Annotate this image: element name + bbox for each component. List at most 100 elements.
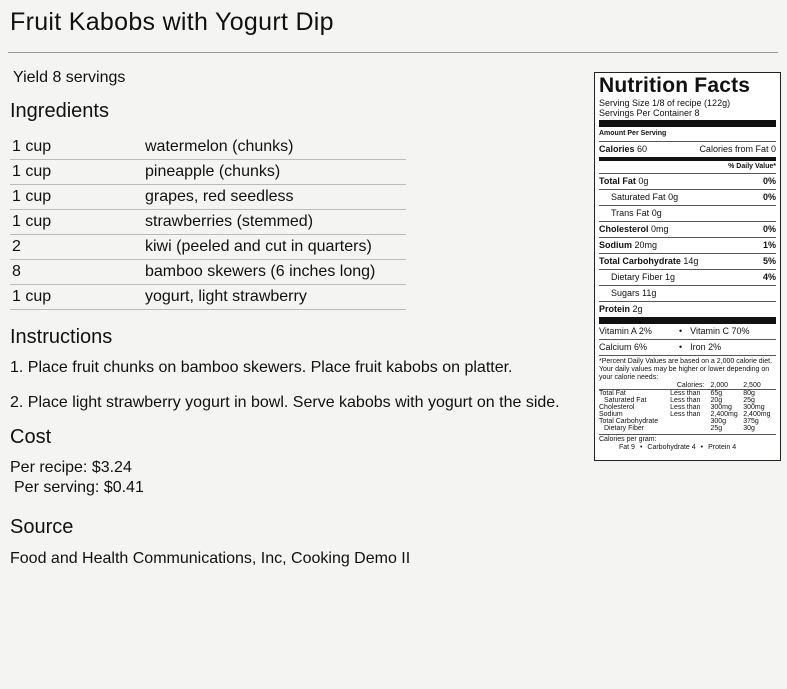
- ingredient-row: 1 cup grapes, red seedless: [10, 184, 406, 210]
- calories-value: 60: [637, 144, 648, 154]
- nutrient-label: Sodium: [599, 240, 632, 250]
- nutrient: Saturated Fat 0g: [611, 192, 678, 203]
- nutrient-dv: 5%: [762, 256, 776, 266]
- calories-per-gram-items: Fat 9Carbohydrate 4Protein 4: [599, 444, 776, 452]
- nutrient: Sugars 11g: [611, 288, 656, 299]
- vitamin-row: Calcium 6% Iron 2%: [599, 339, 776, 355]
- dv-cell: 2,400mg: [743, 411, 771, 418]
- title-rule: [8, 52, 778, 53]
- daily-value-header: % Daily Value*: [599, 157, 776, 173]
- servings-per-container: Servings Per Container 8: [599, 108, 700, 118]
- nutrient-label: Total Fat: [599, 176, 636, 186]
- serving-size: Serving Size 1/8 of recipe (122g): [599, 98, 731, 108]
- nutrient-label: Cholesterol: [599, 224, 649, 234]
- calories-from-fat: Calories from Fat 0: [699, 144, 776, 155]
- dv-cell: Less than: [670, 404, 701, 411]
- ingredient-quantity: 1 cup: [10, 284, 143, 310]
- ingredient-quantity: 2: [10, 234, 143, 260]
- nutrient-amount: 0g: [651, 208, 662, 218]
- vitamin: Vitamin A 2%: [599, 326, 652, 336]
- dv-cell: Cholesterol: [599, 404, 635, 411]
- nutrient: Sodium 20mg: [599, 240, 657, 251]
- calories-per-gram-label: Calories per gram:: [599, 436, 657, 443]
- cost-line: Per recipe: $3.24: [10, 459, 132, 476]
- ingredient-name: kiwi (peeled and cut in quarters): [143, 234, 406, 260]
- nutrient-row: Saturated Fat 0g 0%: [599, 189, 776, 205]
- nutrient: Total Carbohydrate 14g: [599, 256, 698, 267]
- dv-row: Sodium Less than 2,400mg 2,400mg: [599, 411, 776, 418]
- dv-table: Calories: 2,000 2,500 Total Fat Less than 65g…: [599, 382, 776, 432]
- nutrient: Total Fat 0g: [599, 176, 648, 187]
- calories-from-fat-value: 0: [770, 144, 776, 154]
- nutrient-amount: 0g: [668, 192, 679, 202]
- dv-cell: Total Fat: [599, 390, 626, 397]
- cost-line: Per serving: $0.41: [14, 479, 144, 496]
- dv-cell: Less than: [670, 397, 701, 404]
- section-heading: Instructions: [10, 326, 113, 348]
- vitamin: Vitamin C 70%: [679, 326, 749, 337]
- dv-cell: 20g: [710, 397, 723, 404]
- nutrient-label: Sugars: [611, 288, 640, 298]
- dv-cell: Less than: [670, 390, 701, 397]
- nutrient-dv: 0%: [762, 176, 776, 186]
- section-heading: Cost: [10, 426, 52, 448]
- dv-cell: [670, 425, 710, 432]
- ingredient-name: yogurt, light strawberry: [143, 284, 406, 310]
- nutrient-dv: 0%: [762, 224, 776, 234]
- instruction-step: 2. Place light strawberry yogurt in bowl…: [10, 394, 560, 411]
- dv-cell: 300mg: [710, 404, 732, 411]
- nutrient-label: Protein: [599, 304, 631, 314]
- ingredient-row: 1 cup yogurt, light strawberry: [10, 284, 406, 310]
- amount-per-serving: Amount Per Serving: [599, 120, 776, 141]
- nutrient-row: Total Fat 0g 0%: [599, 173, 776, 189]
- vitamin-row: Vitamin A 2% Vitamin C 70%: [599, 317, 776, 339]
- nutrient-amount: 2g: [632, 304, 643, 314]
- section-heading: Source: [10, 516, 74, 538]
- nutrient-row: Sodium 20mg 1%: [599, 237, 776, 253]
- dv-cell: 300mg: [743, 404, 765, 411]
- calories-from-fat-label: Calories from Fat: [699, 144, 769, 154]
- nutrient-label: Trans Fat: [611, 208, 650, 218]
- nutrient-label: Total Carbohydrate: [599, 256, 681, 266]
- nutrient: Cholesterol 0mg: [599, 224, 669, 235]
- ingredient-name: watermelon (chunks): [143, 135, 406, 160]
- nutrient-dv: 1%: [762, 240, 776, 250]
- calories-per-gram: Calories per gram:Fat 9Carbohydrate 4Pro…: [599, 434, 776, 452]
- dv-cell: 25g: [743, 397, 755, 404]
- dv-cell: [599, 382, 670, 390]
- dv-row: Dietary Fiber 25g 30g: [599, 425, 776, 432]
- recipe-title: Fruit Kabobs with Yogurt Dip: [10, 8, 334, 36]
- dv-cell: Dietary Fiber: [604, 425, 645, 432]
- dv-row: Saturated Fat Less than 20g 25g: [599, 397, 776, 404]
- ingredient-quantity: 1 cup: [10, 184, 143, 210]
- calories: Calories 60: [599, 144, 647, 155]
- nutrient-amount: 20mg: [634, 240, 658, 250]
- nutrient-amount: 0g: [638, 176, 649, 186]
- nutrient-row: Total Carbohydrate 14g 5%: [599, 253, 776, 269]
- yield-value: 8 servings: [52, 69, 126, 86]
- dv-cell: Total Carbohydrate: [599, 418, 659, 425]
- ingredient-row: 8 bamboo skewers (6 inches long): [10, 259, 406, 285]
- ingredient-row: 1 cup watermelon (chunks): [10, 135, 406, 160]
- section-heading: Ingredients: [10, 100, 109, 122]
- dv-cell: 300g: [710, 418, 727, 425]
- yield-label: Yield: [13, 69, 48, 86]
- nutrient-label: Dietary Fiber: [611, 272, 663, 282]
- nutrient-row: Cholesterol 0mg 0%: [599, 221, 776, 237]
- recipe-body: Yield 8 servings Ingredients 1 cup watermel…: [10, 68, 590, 568]
- nutrient-amount: 0mg: [651, 224, 669, 234]
- dv-cell: Saturated Fat: [604, 397, 647, 404]
- dv-cell: 25g: [710, 425, 723, 432]
- nutrient-amount: 14g: [683, 256, 699, 266]
- nutrient-row: Sugars 11g: [599, 285, 776, 301]
- dv-row: Total Carbohydrate 300g 375g: [599, 418, 776, 425]
- footnote: *Percent Daily Values are based on a 2,0…: [599, 355, 776, 382]
- nutrient-row: Dietary Fiber 1g 4%: [599, 269, 776, 285]
- yield: Yield 8 servings: [13, 68, 590, 88]
- ingredient-quantity: 1 cup: [10, 159, 143, 185]
- nutrition-facts: Nutrition Facts Serving Size 1/8 of recip…: [594, 72, 781, 461]
- instruction-step: 1. Place fruit chunks on bamboo skewers.…: [10, 359, 513, 376]
- vitamin: Iron 2%: [679, 342, 721, 353]
- ingredient-quantity: 1 cup: [10, 135, 143, 160]
- ingredient-row: 2 kiwi (peeled and cut in quarters): [10, 234, 406, 260]
